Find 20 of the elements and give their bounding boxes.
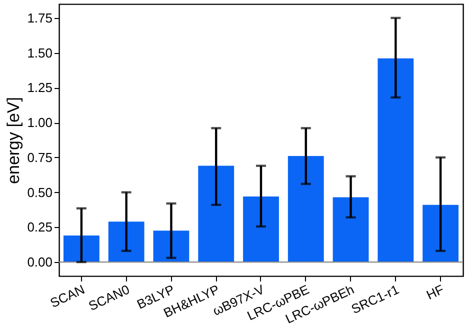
y-axis-title: energy [eV] xyxy=(4,97,24,184)
bar xyxy=(288,156,324,262)
bar xyxy=(378,58,414,262)
bar xyxy=(198,166,234,262)
y-tick-label: 1.50 xyxy=(27,45,52,60)
bar xyxy=(153,230,190,262)
y-tick-label: 0.25 xyxy=(27,220,52,235)
y-tick-label: 1.25 xyxy=(27,80,52,96)
x-tick-label: HF xyxy=(424,282,446,303)
bar xyxy=(63,236,100,262)
bar xyxy=(332,197,369,262)
y-tick-label: 0.00 xyxy=(27,254,52,270)
y-tick-label: 0.75 xyxy=(27,150,52,165)
y-tick-label: 1.75 xyxy=(27,10,52,26)
bar xyxy=(243,196,279,262)
bar xyxy=(108,222,144,262)
y-tick-label: 0.50 xyxy=(27,184,52,200)
bar xyxy=(422,204,459,262)
y-tick-label: 1.00 xyxy=(27,115,52,130)
x-tick-label: SCAN xyxy=(48,282,87,311)
